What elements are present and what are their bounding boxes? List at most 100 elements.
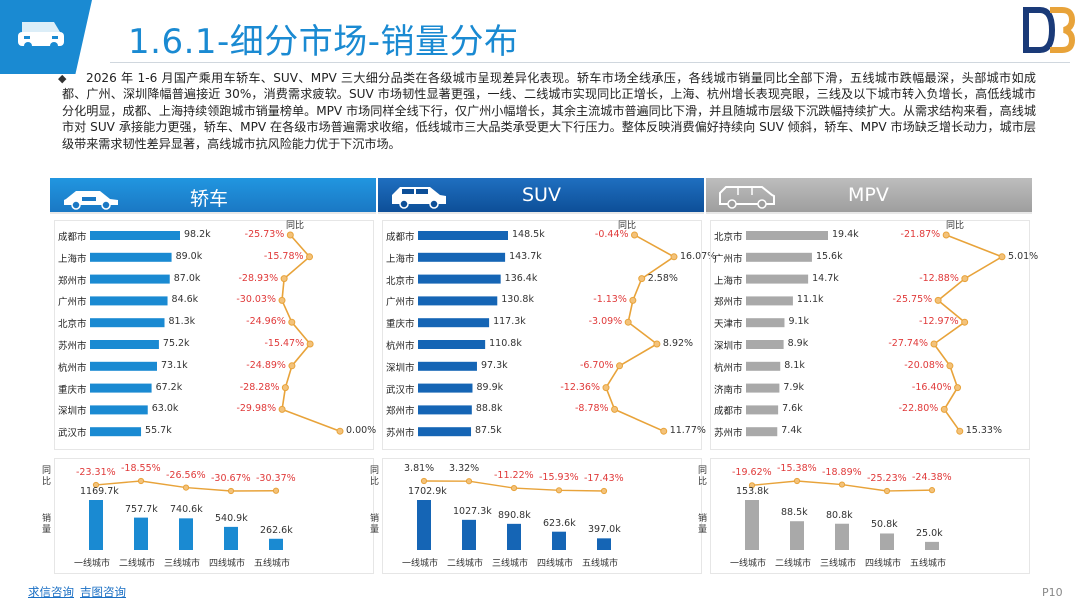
- tier-bar-value: 1702.9k: [408, 486, 447, 497]
- city-yoy-point: [280, 275, 288, 283]
- city-yoy-point: [624, 318, 632, 326]
- tier-label: 三线城市: [820, 559, 857, 569]
- tier-yoy-label: -26.56%: [166, 469, 206, 481]
- city-bar-value: 8.9k: [787, 338, 809, 349]
- city-bar-value: 97.3k: [480, 359, 508, 371]
- tier-yoy-label: -17.43%: [584, 473, 624, 484]
- city-label: 北京市: [714, 232, 743, 243]
- city-bar: [418, 340, 486, 349]
- car-front-icon: [18, 22, 64, 50]
- city-bar: [418, 296, 498, 306]
- city-yoy-point: [306, 340, 314, 348]
- tier-bar: [745, 500, 759, 550]
- panel-header-bg: [378, 178, 704, 214]
- city-bar: [90, 274, 170, 284]
- city-label: 成都市: [714, 406, 743, 418]
- city-yoy-label: -16.40%: [911, 381, 952, 393]
- footer-link-2[interactable]: 吉图咨询: [80, 585, 126, 599]
- city-yoy-label: 15.33%: [965, 425, 1002, 437]
- city-yoy-point: [281, 384, 289, 392]
- panel-title: SUV: [522, 184, 561, 206]
- header-divider: [110, 62, 1070, 63]
- tier-label: 五线城市: [910, 559, 947, 569]
- tier-label: 五线城市: [254, 559, 291, 569]
- city-yoy-point: [934, 296, 942, 304]
- city-bar: [90, 405, 148, 415]
- panel-chart-svg: [89, 231, 344, 550]
- city-yoy-point: [306, 253, 314, 261]
- tier-bar-value: 262.6k: [260, 524, 293, 536]
- city-bar: [746, 231, 828, 240]
- city-yoy-point: [653, 340, 661, 348]
- city-bar-value: 19.4k: [832, 229, 859, 240]
- tier-sales-axis-label: 销量: [42, 514, 52, 535]
- tier-sales-axis-label: 销量: [370, 514, 380, 535]
- city-label: 北京市: [386, 275, 415, 287]
- tier-yoy-axis-label: 同比: [698, 466, 708, 487]
- city-yoy-label: -22.80%: [898, 403, 939, 415]
- tier-yoy-point: [420, 477, 428, 485]
- city-bar: [418, 274, 501, 284]
- tier-sales-axis-label: 销量: [698, 514, 708, 535]
- city-bar-value: 73.1k: [160, 359, 188, 371]
- tier-yoy-point: [510, 484, 518, 492]
- tier-yoy-point: [272, 487, 280, 494]
- brand-logo: [1023, 7, 1076, 53]
- city-bar: [746, 427, 778, 437]
- city-yoy-line: [605, 234, 676, 432]
- city-yoy-label: -8.78%: [574, 403, 609, 415]
- page-title: 1.6.1-细分市场-销量分布: [128, 22, 519, 62]
- city-bar: [746, 361, 781, 371]
- tier-yoy-point: [883, 487, 891, 495]
- city-label: 杭州市: [58, 362, 87, 374]
- panel-chart-svg: [745, 231, 1006, 550]
- city-yoy-label: -12.88%: [919, 272, 959, 284]
- tier-bar-value: 88.5k: [781, 507, 808, 519]
- city-bar: [90, 296, 168, 306]
- city-label: 广州市: [714, 253, 743, 265]
- tier-yoy-label: -24.38%: [912, 472, 952, 484]
- city-bar-value: 130.8k: [501, 294, 534, 306]
- city-bar-value: 136.4k: [504, 272, 538, 284]
- city-yoy-label: 16.07%: [680, 250, 717, 262]
- tier-bar-value: 25.0k: [916, 527, 943, 539]
- city-label: 杭州市: [386, 341, 415, 352]
- tier-label: 五线城市: [582, 559, 619, 569]
- tier-bar: [224, 526, 238, 550]
- city-yoy-point: [956, 427, 964, 435]
- city-yoy-label: 0.00%: [346, 425, 377, 437]
- tier-bar: [790, 521, 804, 550]
- tier-yoy-point: [92, 481, 100, 489]
- footer-links: 求信咨询 吉图咨询: [28, 584, 132, 600]
- sedan-car-icon: [64, 191, 118, 210]
- city-label: 上海市: [386, 253, 415, 265]
- city-bar: [418, 231, 508, 240]
- city-yoy-label: -28.93%: [238, 272, 279, 284]
- tier-chart-frame: [710, 458, 1030, 574]
- tier-bar: [880, 533, 894, 550]
- tier-yoy-point: [227, 487, 235, 495]
- city-yoy-label: -15.47%: [264, 338, 305, 349]
- panel-sedan: 轿车 同比 成都市 98.2k -25.73% 上海市 89.0k -15.78% 郑州市 87.…: [42, 178, 377, 576]
- city-bar: [746, 405, 779, 415]
- footer-link-1[interactable]: 求信咨询: [28, 585, 74, 599]
- tier-chart-frame: [382, 458, 702, 574]
- summary-paragraph: 2026 年 1-6 月国产乘用车轿车、SUV、MPV 三大细分品类在各级城市呈…: [62, 71, 1036, 151]
- city-yoy-line: [281, 234, 341, 432]
- city-bar-value: 7.6k: [782, 403, 803, 415]
- tier-yoy-point: [465, 478, 473, 485]
- city-yoy-point: [336, 427, 344, 435]
- tier-yoy-label: 3.81%: [404, 463, 435, 474]
- city-yoy-label: -6.70%: [579, 359, 614, 371]
- city-bar-value: 11.1k: [796, 294, 824, 306]
- city-bar: [746, 340, 784, 349]
- city-bar: [746, 252, 812, 262]
- city-yoy-point: [942, 231, 950, 239]
- city-label: 苏州市: [386, 428, 415, 440]
- tier-yoy-label: -19.62%: [732, 467, 772, 479]
- tier-bar: [597, 538, 611, 550]
- city-yoy-point: [954, 384, 962, 392]
- city-bar-value: 8.1k: [784, 359, 805, 371]
- tier-bar-value: 540.9k: [215, 512, 248, 524]
- city-chart-frame: [710, 220, 1030, 450]
